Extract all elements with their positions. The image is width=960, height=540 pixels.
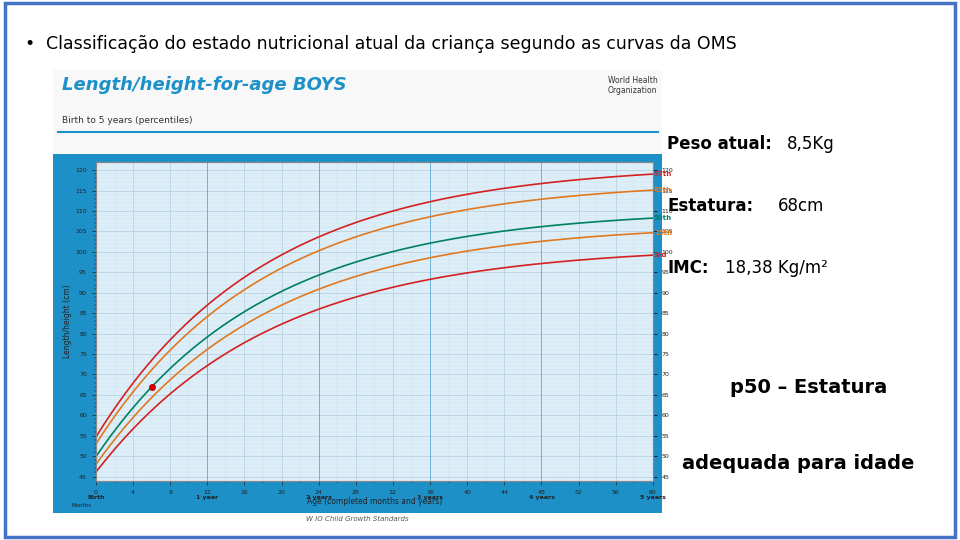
Text: Estatura:: Estatura: [667, 197, 754, 215]
Text: adequada para idade: adequada para idade [682, 454, 914, 472]
Bar [53, 70, 662, 513]
Text: 18,38 Kg/m²: 18,38 Kg/m² [725, 259, 828, 277]
Text: World Health
Organization: World Health Organization [608, 76, 658, 95]
Text: 5 years: 5 years [640, 495, 665, 500]
Text: Classificação do estado nutricional atual da criança segundo as curvas da OMS: Classificação do estado nutricional atua… [46, 35, 737, 53]
Text: 85th: 85th [654, 187, 672, 193]
Text: Months: Months [71, 503, 91, 508]
Text: Length/height-for-age BOYS: Length/height-for-age BOYS [62, 76, 347, 93]
Y-axis label: Length/height (cm): Length/height (cm) [63, 285, 72, 358]
Text: 2 years: 2 years [306, 495, 331, 500]
Text: W IO Child Growth Standards: W IO Child Growth Standards [306, 516, 409, 522]
Text: 8,5Kg: 8,5Kg [787, 135, 835, 153]
Text: 68cm: 68cm [778, 197, 824, 215]
FancyBboxPatch shape [5, 3, 955, 537]
Text: Peso atual:: Peso atual: [667, 135, 772, 153]
Text: IMC:: IMC: [667, 259, 708, 277]
Text: Birth: Birth [87, 495, 105, 500]
Text: p50 – Estatura: p50 – Estatura [730, 378, 887, 397]
Text: 4 years: 4 years [529, 495, 554, 500]
Text: 1 year: 1 year [196, 495, 219, 500]
Text: 97th: 97th [654, 171, 672, 177]
Text: 3rd: 3rd [654, 252, 667, 258]
Text: 50th: 50th [654, 215, 672, 221]
X-axis label: Age (completed months and years): Age (completed months and years) [307, 497, 442, 507]
Text: •: • [24, 35, 35, 53]
Bar [53, 70, 662, 154]
Text: 15th: 15th [654, 230, 672, 235]
Text: Birth to 5 years (percentiles): Birth to 5 years (percentiles) [62, 116, 193, 125]
Text: 3 years: 3 years [418, 495, 443, 500]
